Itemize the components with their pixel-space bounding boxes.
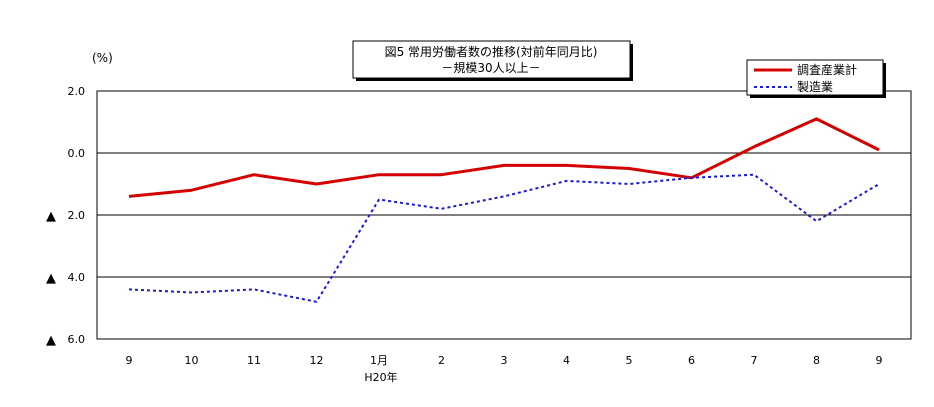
grid-lines [97,152,911,278]
x-tick-label: 4 [563,354,570,367]
series-layer [128,117,880,303]
y-tick-label: 2.0 [68,85,86,98]
x-tick-label: 11 [247,354,261,367]
series-1-point [378,174,380,176]
series-2-point [503,195,505,197]
series-1-point [628,168,630,170]
series-2-point [878,183,880,185]
x-tick-label: 8 [813,354,820,367]
series-2-point [316,301,318,303]
series-2-point [628,183,630,185]
x-tick-label: 10 [185,354,199,367]
series-1-point [878,149,880,151]
negative-marker: ▲ [46,271,56,286]
y-tick-label: 4.0 [68,271,86,284]
y-axis-ticks: 2.0 0.0 2.0 ▲ 4.0 ▲ 6.0 ▲ [46,85,85,348]
y-tick-label: 2.0 [68,209,86,222]
series-1-point [816,118,818,120]
series-2-point [191,292,193,294]
series-line-1 [128,117,880,198]
y-tick-label: 0.0 [68,147,86,160]
series-2-point [566,180,568,182]
y-axis-unit-label: (%) [92,51,113,65]
series-2-point [441,208,443,210]
legend: 調査産業計 製造業 [746,59,886,98]
legend-label-series-1: 調査産業計 [797,62,857,77]
negative-marker: ▲ [46,333,56,348]
series-2-point [816,220,818,222]
x-tick-label: 6 [688,354,695,367]
series-1-point [253,174,255,176]
x-tick-label: 9 [126,354,133,367]
series-1-point [128,195,130,197]
chart-subtitle: －規模30人以上－ [441,60,540,75]
x-tick-label: 7 [751,354,758,367]
x-tick-label: 5 [626,354,633,367]
chart-title: 図5 常用労働者数の推移(対前年同月比) [385,44,598,59]
series-1-point [191,189,193,191]
x-tick-label: 2 [438,354,445,367]
series-1-point [441,174,443,176]
negative-marker: ▲ [46,209,56,224]
x-tick-label: 1月 [370,354,388,367]
series-2-point [753,174,755,176]
y-tick-label: 6.0 [68,333,86,346]
series-1-point [316,183,318,185]
series-1-point [753,146,755,148]
series-1-point [503,164,505,166]
x-tick-label: 3 [501,354,508,367]
series-2-point [378,199,380,201]
x-axis-ticks: 9 10 11 12 1月 2 3 4 5 6 7 8 9 [126,354,883,367]
x-axis-year-sublabel: H20年 [364,370,397,384]
series-2-point [253,288,255,290]
x-tick-label: 9 [876,354,883,367]
legend-label-series-2: 製造業 [797,80,833,94]
series-2-point [128,288,130,290]
series-1-point [566,164,568,166]
chart-title-box: 図5 常用労働者数の推移(対前年同月比) －規模30人以上－ [352,40,633,81]
x-tick-label: 12 [310,354,324,367]
series-2-point [691,177,693,179]
